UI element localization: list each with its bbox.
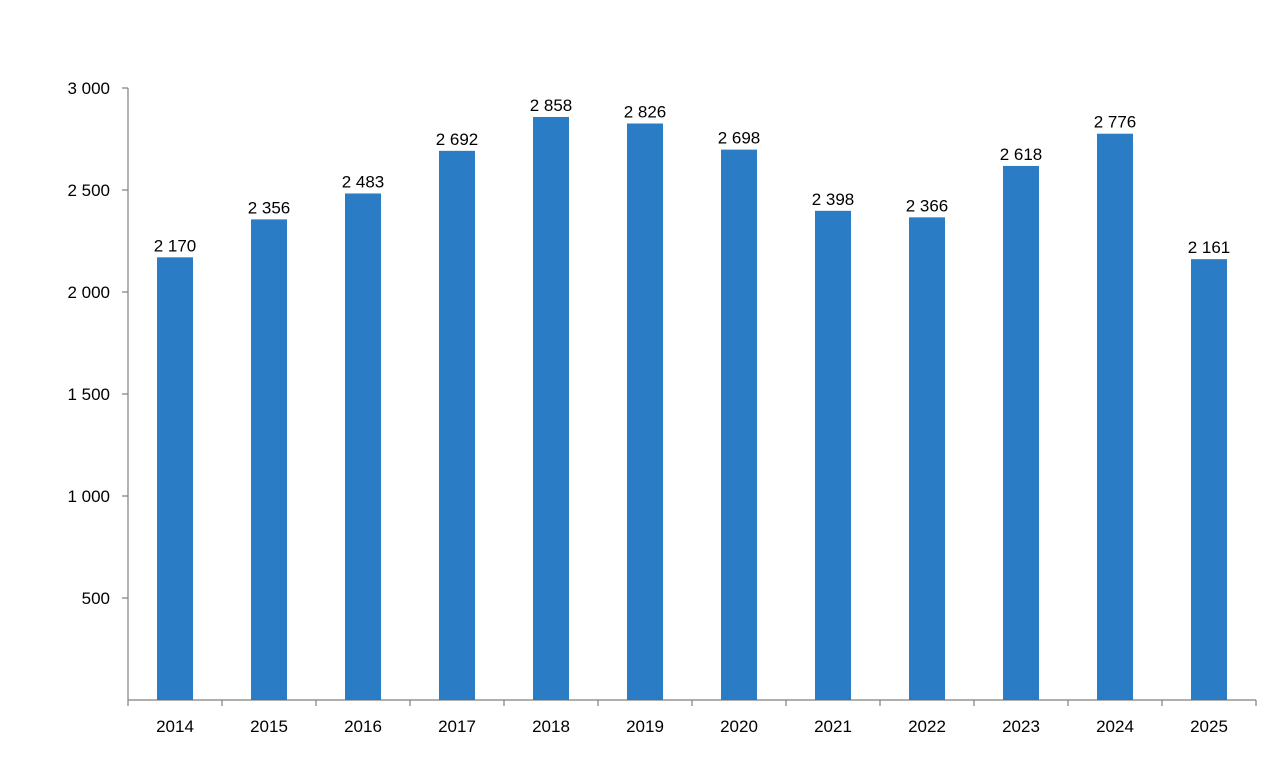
x-tick-label: 2015 <box>250 717 288 736</box>
data-label-2017: 2 692 <box>436 130 479 149</box>
y-tick-label: 3 000 <box>67 79 110 98</box>
bar-2024 <box>1097 133 1133 701</box>
x-tick-label: 2014 <box>156 717 194 736</box>
data-label-2020: 2 698 <box>718 129 761 148</box>
bar-2023 <box>1003 165 1039 701</box>
x-tick-label: 2018 <box>532 717 570 736</box>
y-tick-label: 2 000 <box>67 283 110 302</box>
data-label-2015: 2 356 <box>248 198 291 217</box>
data-label-2025: 2 161 <box>1188 238 1231 257</box>
bar-2019 <box>627 123 663 701</box>
data-label-2021: 2 398 <box>812 190 855 209</box>
x-tick-label: 2023 <box>1002 717 1040 736</box>
x-tick-label: 2016 <box>344 717 382 736</box>
bar-2020 <box>721 149 757 700</box>
bar-2022 <box>909 217 945 700</box>
data-label-2023: 2 618 <box>1000 145 1043 164</box>
x-tick-label: 2022 <box>908 717 946 736</box>
bar-2017 <box>439 150 475 700</box>
data-label-2024: 2 776 <box>1094 113 1137 132</box>
data-label-2016: 2 483 <box>342 172 385 191</box>
x-tick-label: 2025 <box>1190 717 1228 736</box>
data-labels: 2 170 2 356 2 483 2 692 2 858 2 826 2 698 2 398… <box>154 96 1231 257</box>
x-tick-label: 2017 <box>438 717 476 736</box>
data-label-2019: 2 826 <box>624 102 667 121</box>
bar-2014 <box>157 257 193 700</box>
x-tick-label: 2021 <box>814 717 852 736</box>
bar-2018 <box>533 116 569 700</box>
bar-2015 <box>251 219 287 700</box>
x-tick-label: 2019 <box>626 717 664 736</box>
y-tick-label: 500 <box>82 589 110 608</box>
y-tick-label: 1 500 <box>67 385 110 404</box>
data-label-2018: 2 858 <box>530 96 573 115</box>
data-label-2022: 2 366 <box>906 196 949 215</box>
x-tick-label: 2024 <box>1096 717 1134 736</box>
y-axis: 500 1 000 1 500 2 000 2 500 3 000 <box>67 79 129 700</box>
y-tick-label: 1 000 <box>67 487 110 506</box>
y-tick-label: 2 500 <box>67 181 110 200</box>
bar-2016 <box>345 193 381 700</box>
x-tick-label: 2020 <box>720 717 758 736</box>
bar-2021 <box>815 210 851 701</box>
data-label-2014: 2 170 <box>154 236 197 255</box>
bars <box>157 116 1227 701</box>
x-axis: 2014 2015 2016 2017 2018 2019 2020 2021 2022 2023… <box>127 699 1257 736</box>
bar-2025 <box>1191 259 1227 700</box>
